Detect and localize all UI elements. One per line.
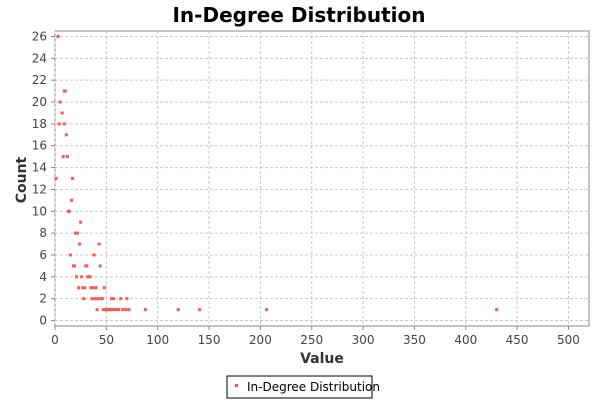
y-axis-title: Count [14, 156, 30, 203]
data-point [76, 231, 80, 235]
data-point [121, 308, 125, 312]
data-point [79, 220, 83, 224]
y-tick-label: 12 [32, 182, 47, 196]
y-tick-label: 22 [32, 73, 47, 87]
data-point [62, 122, 66, 126]
data-point [65, 155, 69, 159]
plot-area [54, 30, 590, 327]
data-point [61, 155, 65, 159]
data-point [100, 297, 104, 301]
data-point [109, 297, 113, 301]
data-point [73, 264, 77, 268]
x-axis-title: Value [300, 351, 344, 367]
legend: In-Degree Distribution [226, 375, 380, 399]
data-point [96, 297, 100, 301]
gridlines [54, 31, 589, 326]
data-point [92, 253, 96, 257]
data-point [85, 264, 89, 268]
data-point [495, 308, 499, 312]
y-tick-label: 16 [32, 139, 47, 153]
legend-box [226, 375, 373, 399]
x-tick-label: 0 [51, 333, 59, 347]
y-tick-label: 0 [39, 314, 47, 328]
data-point [112, 297, 116, 301]
y-tick-label: 6 [39, 248, 47, 262]
x-tick-label: 100 [146, 333, 169, 347]
data-point [125, 297, 129, 301]
x-tick-label: 300 [352, 333, 375, 347]
data-point [56, 34, 60, 38]
data-point [80, 275, 84, 279]
y-tick-label: 20 [32, 95, 47, 109]
legend-label: In-Degree Distribution [247, 380, 380, 394]
data-point [57, 122, 61, 126]
y-tick-label: 4 [39, 270, 47, 284]
data-point [77, 286, 81, 290]
x-tick-label: 450 [506, 333, 529, 347]
data-point [78, 242, 82, 246]
data-point [119, 297, 123, 301]
y-tick-label: 10 [32, 204, 47, 218]
data-point [91, 286, 95, 290]
data-point [198, 308, 202, 312]
data-point [108, 308, 112, 312]
data-point [64, 133, 68, 137]
data-point [111, 308, 115, 312]
data-point [60, 111, 64, 115]
data-point [124, 308, 128, 312]
y-tick-label: 24 [32, 51, 47, 65]
data-point [176, 308, 180, 312]
data-point [93, 297, 97, 301]
data-point [94, 286, 98, 290]
data-point [117, 308, 121, 312]
x-tick-label: 350 [403, 333, 426, 347]
data-point [127, 308, 131, 312]
data-point [102, 286, 106, 290]
data-points [54, 34, 499, 312]
data-point [115, 308, 119, 312]
data-point [265, 308, 269, 312]
data-point [90, 297, 94, 301]
y-tick-label: 18 [32, 117, 47, 131]
legend-marker [235, 384, 238, 387]
data-point [88, 275, 92, 279]
data-point [101, 308, 105, 312]
x-tick-label: 500 [557, 333, 580, 347]
y-tick-label: 2 [39, 292, 47, 306]
x-tick-label: 250 [300, 333, 323, 347]
y-tick-label: 8 [39, 226, 47, 240]
data-point [83, 286, 87, 290]
data-point [69, 198, 73, 202]
chart-title: In-Degree Distribution [172, 3, 425, 27]
data-point [95, 308, 99, 312]
x-axis: 0 50 100 150 200 250 300 350 400 450 500 [51, 326, 580, 347]
y-tick-label: 14 [32, 161, 47, 175]
data-point [81, 286, 85, 290]
data-point [70, 177, 74, 180]
data-point [113, 308, 117, 312]
data-point [98, 264, 102, 268]
x-tick-label: 50 [99, 333, 114, 347]
data-point [74, 231, 78, 235]
data-point [67, 209, 71, 213]
data-point [89, 286, 93, 290]
x-tick-label: 400 [454, 333, 477, 347]
x-tick-label: 200 [249, 333, 272, 347]
y-tick-label: 26 [32, 29, 47, 43]
data-point [143, 308, 147, 312]
data-point [82, 297, 86, 301]
data-point [75, 275, 79, 279]
data-point [58, 100, 62, 104]
data-point [63, 89, 67, 93]
data-point [97, 242, 101, 246]
data-point [68, 253, 72, 257]
x-tick-label: 150 [198, 333, 221, 347]
data-point [54, 177, 58, 180]
